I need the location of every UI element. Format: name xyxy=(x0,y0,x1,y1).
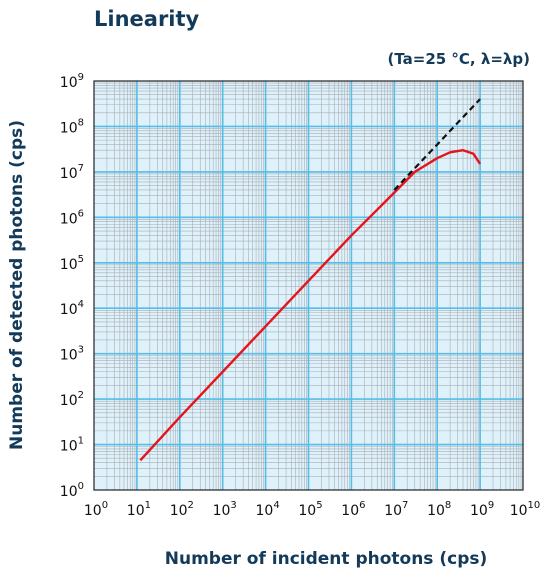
y-tick-label: 107 xyxy=(60,163,84,182)
y-tick-label: 102 xyxy=(60,390,84,409)
x-tick-label: 101 xyxy=(127,500,151,519)
y-tick-label: 101 xyxy=(60,436,84,455)
x-axis-ticks: 100 101 102 103 104 105 106 107 108 109 1010 xyxy=(84,500,540,519)
x-tick-label: 104 xyxy=(255,500,279,519)
y-tick-label: 109 xyxy=(60,72,84,91)
y-axis-label: Number of detected photons (cps) xyxy=(7,120,27,450)
y-tick-label: 104 xyxy=(60,299,84,318)
y-tick-label: 106 xyxy=(60,208,84,227)
chart-title: Linearity xyxy=(94,7,200,31)
major-grid xyxy=(94,81,523,490)
y-tick-label: 103 xyxy=(60,345,84,364)
x-tick-label: 102 xyxy=(170,500,194,519)
x-tick-label: 100 xyxy=(84,500,108,519)
series-layer xyxy=(139,98,482,462)
plot-frame xyxy=(93,80,524,491)
y-tick-label: 108 xyxy=(60,117,84,136)
ideal-linearity-line xyxy=(393,98,481,191)
x-axis-label: Number of incident photons (cps) xyxy=(165,549,488,569)
x-tick-label: 106 xyxy=(341,500,365,519)
y-axis-ticks: 100 101 102 103 104 105 106 107 108 109 xyxy=(60,72,84,500)
chart-subtitle: (Ta=25 °C, λ=λp) xyxy=(387,50,530,68)
y-tick-label: 105 xyxy=(60,254,84,273)
x-tick-label: 1010 xyxy=(510,500,541,519)
x-tick-label: 107 xyxy=(384,500,408,519)
x-tick-label: 108 xyxy=(427,500,451,519)
x-tick-label: 103 xyxy=(213,500,237,519)
y-tick-label: 100 xyxy=(60,481,84,500)
measured-linearity-line xyxy=(139,149,482,462)
x-tick-label: 105 xyxy=(298,500,322,519)
x-tick-label: 109 xyxy=(470,500,494,519)
